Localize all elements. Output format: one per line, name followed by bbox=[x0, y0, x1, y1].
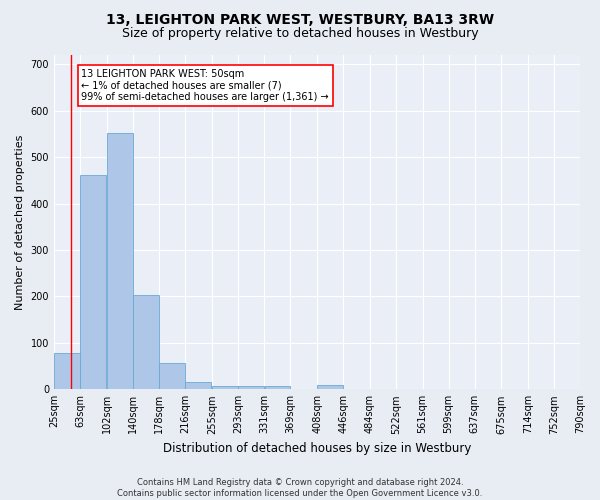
Bar bbox=[317, 384, 343, 390]
Text: Size of property relative to detached houses in Westbury: Size of property relative to detached ho… bbox=[122, 28, 478, 40]
Text: 13 LEIGHTON PARK WEST: 50sqm
← 1% of detached houses are smaller (7)
99% of semi: 13 LEIGHTON PARK WEST: 50sqm ← 1% of det… bbox=[82, 69, 329, 102]
Bar bbox=[238, 386, 264, 390]
Y-axis label: Number of detached properties: Number of detached properties bbox=[15, 134, 25, 310]
Bar bbox=[54, 353, 80, 390]
Bar bbox=[107, 134, 133, 390]
Bar bbox=[80, 175, 106, 390]
Bar bbox=[265, 386, 290, 390]
Bar bbox=[133, 295, 159, 390]
X-axis label: Distribution of detached houses by size in Westbury: Distribution of detached houses by size … bbox=[163, 442, 471, 455]
Bar bbox=[212, 386, 238, 390]
Bar bbox=[185, 382, 211, 390]
Bar bbox=[160, 363, 185, 390]
Text: Contains HM Land Registry data © Crown copyright and database right 2024.
Contai: Contains HM Land Registry data © Crown c… bbox=[118, 478, 482, 498]
Text: 13, LEIGHTON PARK WEST, WESTBURY, BA13 3RW: 13, LEIGHTON PARK WEST, WESTBURY, BA13 3… bbox=[106, 12, 494, 26]
